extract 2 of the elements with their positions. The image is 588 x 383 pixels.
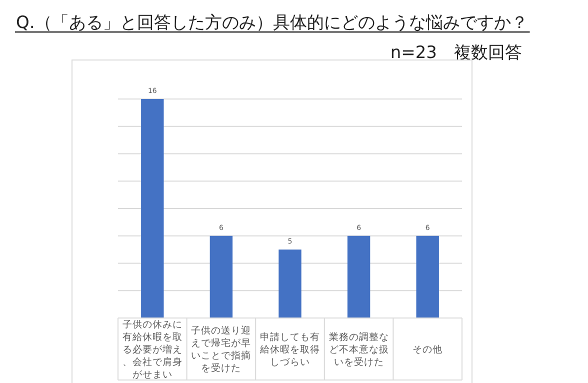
- title: Q.（「ある」と回答した方のみ）具体的にどのような悩みですか？: [16, 13, 528, 33]
- subtitle: n=23 複数回答: [390, 43, 522, 63]
